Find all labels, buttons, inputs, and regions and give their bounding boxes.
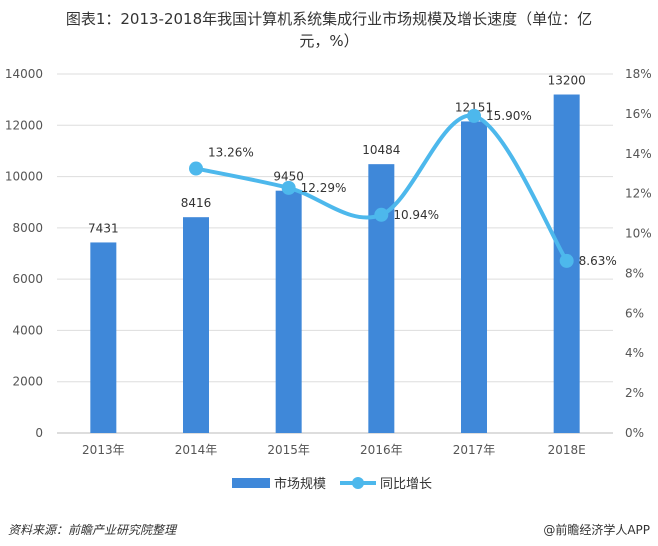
growth-line — [194, 113, 569, 263]
y-right-tick-label: 8% — [625, 266, 644, 280]
growth-point — [467, 108, 481, 123]
y-left-tick-label: 10000 — [5, 170, 43, 184]
growth-point — [374, 207, 389, 222]
bar-value-label: 7431 — [88, 221, 119, 235]
x-tick-label: 2013年 — [82, 443, 125, 457]
growth-value-label: 10.94% — [393, 208, 439, 222]
y-right-tick-label: 6% — [625, 306, 644, 320]
growth-point — [559, 253, 574, 268]
growth-value-label: 8.63% — [579, 254, 617, 268]
x-tick-label: 2018E — [548, 443, 586, 457]
source-note: 资料来源：前瞻产业研究院整理 — [8, 523, 177, 537]
y-right-tick-label: 10% — [625, 227, 652, 241]
bar — [275, 190, 302, 433]
y-left-tick-label: 12000 — [5, 118, 43, 132]
x-tick-label: 2016年 — [360, 443, 403, 457]
y-right-tick-label: 0% — [625, 426, 644, 440]
y-right-tick-label: 16% — [625, 107, 652, 121]
title-line-2: 元，%） — [299, 32, 359, 50]
y-right-tick-label: 4% — [625, 346, 644, 360]
bar — [183, 217, 209, 433]
bar — [368, 164, 395, 433]
growth-value-label: 12.29% — [301, 181, 347, 195]
y-left-tick-label: 8000 — [12, 221, 43, 235]
bar — [90, 242, 117, 433]
x-tick-label: 2017年 — [453, 443, 496, 457]
growth-value-label: 15.90% — [486, 109, 532, 123]
x-tick-label: 2014年 — [175, 443, 218, 457]
legend-swatch-bar — [232, 478, 270, 488]
y-left-tick-label: 14000 — [5, 67, 43, 81]
legend-swatch-marker — [352, 477, 364, 489]
growth-value-label: 13.26% — [208, 146, 254, 160]
legend-label: 市场规模 — [274, 476, 326, 492]
brand-credit: @前瞻经济学人APP — [543, 523, 650, 537]
y-left-tick-label: 6000 — [12, 272, 43, 286]
y-right-tick-label: 18% — [625, 67, 652, 81]
y-right-tick-label: 14% — [625, 147, 652, 161]
y-left-tick-label: 0 — [35, 426, 43, 440]
bar-value-label: 13200 — [548, 74, 586, 88]
y-right-tick-label: 2% — [625, 386, 644, 400]
bar-value-label: 12151 — [455, 100, 493, 114]
growth-point — [281, 180, 296, 195]
legend-label: 同比增长 — [380, 477, 432, 492]
bar-value-label: 10484 — [362, 143, 400, 157]
y-right-tick-label: 12% — [625, 187, 652, 201]
bar-value-label: 8416 — [181, 196, 212, 210]
x-tick-label: 2015年 — [267, 443, 310, 457]
title-line-1: 图表1：2013-2018年我国计算机系统集成行业市场规模及增长速度（单位：亿 — [65, 10, 593, 28]
y-left-tick-label: 4000 — [12, 323, 43, 337]
growth-point — [189, 161, 203, 176]
bar — [461, 121, 487, 434]
chart-title: 图表1：2013-2018年我国计算机系统集成行业市场规模及增长速度（单位：亿 … — [0, 8, 658, 52]
y-left-tick-label: 2000 — [12, 375, 43, 389]
bar-value-label: 9450 — [273, 170, 304, 184]
